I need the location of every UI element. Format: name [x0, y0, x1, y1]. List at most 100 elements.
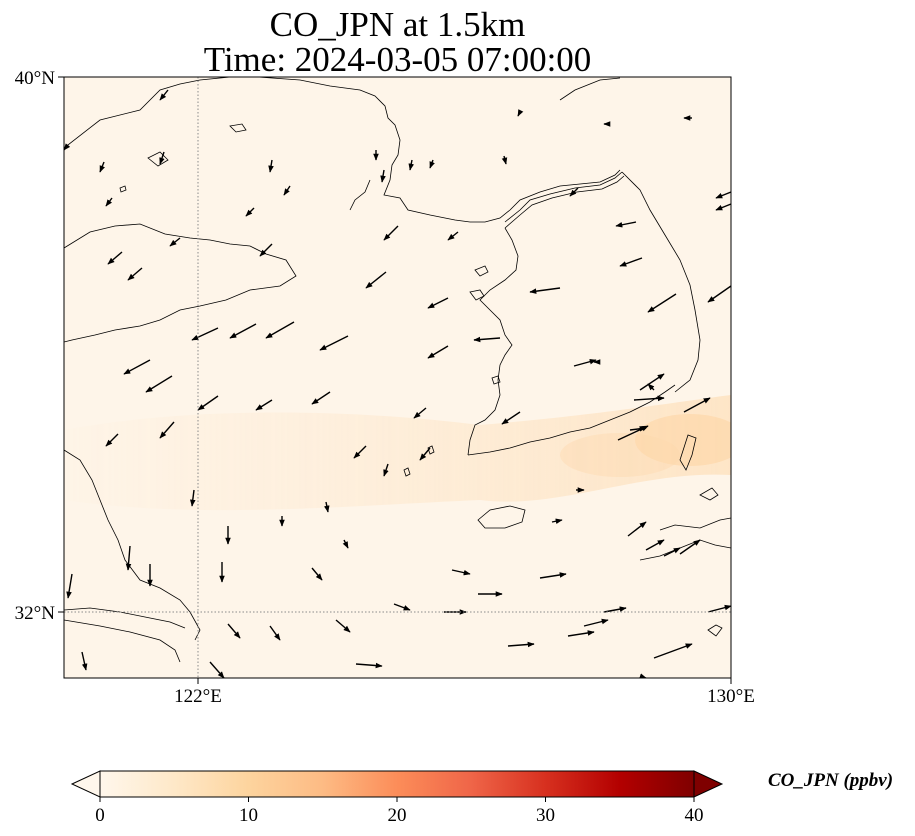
lat-tick-label: 40°N: [15, 68, 56, 89]
axis-ticks: [58, 76, 732, 684]
wind-vector-arrow: [191, 327, 219, 341]
wind-vector-arrow: [190, 489, 196, 507]
wind-vector-arrow: [229, 323, 257, 339]
wind-vector-arrow: [342, 539, 349, 549]
colorbar-tick-label: 10: [239, 805, 258, 826]
wind-vector-arrow: [627, 521, 647, 537]
wind-vector-arrow: [567, 630, 595, 637]
wind-vector-arrow: [583, 618, 609, 627]
wind-vector-arrow: [683, 397, 711, 413]
coastlines: [64, 77, 731, 663]
wind-vector-arrow: [169, 237, 181, 247]
wind-vector-arrow: [517, 109, 524, 117]
co-concentration-field: [64, 395, 731, 511]
colorbar: 0 10 20 30 40: [70, 770, 724, 826]
wind-vector-arrow: [619, 257, 643, 267]
wind-vector-arrow: [501, 411, 521, 425]
wind-vector-arrow: [569, 187, 579, 197]
wind-vector-arrow: [539, 572, 567, 579]
colorbar-tick-label: 40: [685, 805, 704, 826]
wind-vector-arrow: [159, 89, 169, 101]
wind-vector-arrow: [145, 375, 173, 393]
colorbar-label: CO_JPN (ppbv): [768, 770, 894, 791]
wind-vector-arrow: [419, 447, 431, 461]
wind-vector-arrow: [715, 191, 731, 199]
wind-vector-arrow: [647, 383, 655, 391]
map-title-line-2: Time: 2024-03-05 07:00:00: [203, 40, 592, 79]
wind-vector-arrow: [447, 231, 459, 241]
lat-tick-label: 32°N: [15, 603, 56, 624]
wind-vector-arrow: [529, 287, 561, 294]
wind-vector-arrow: [81, 651, 88, 671]
wind-vector-arrow: [551, 518, 563, 524]
wind-vector-arrow: [127, 267, 143, 281]
wind-vector-arrow: [603, 606, 627, 613]
colorbar-tick-label: 30: [536, 805, 555, 826]
wind-vector-arrow: [653, 643, 693, 659]
wind-vector-arrow: [268, 159, 274, 173]
wind-vector-arrow: [197, 395, 219, 411]
wind-vector-arrow: [259, 243, 273, 257]
wind-vector-arrow: [473, 336, 501, 343]
colorbar-bar: [99, 770, 695, 798]
map-frame: [63, 76, 732, 679]
wind-vector-arrow: [501, 155, 508, 165]
map-title-line-1: CO_JPN at 1.5km: [269, 5, 526, 44]
wind-vector-arrow: [105, 197, 113, 207]
wind-vector-arrow: [383, 225, 399, 241]
wind-vector-arrow: [413, 407, 427, 419]
wind-vector-arrow: [159, 421, 175, 439]
wind-vector-arrow: [311, 391, 331, 405]
wind-vector-arrow: [715, 203, 731, 211]
wind-vector-arrow: [427, 297, 449, 309]
wind-vector-arrow: [573, 358, 597, 367]
wind-vector-arrow: [393, 603, 411, 611]
wind-vector-arrow: [107, 251, 123, 265]
wind-vector-arrow: [209, 661, 225, 678]
wind-vector-arrow: [283, 185, 291, 196]
wind-vector-arrow: [645, 539, 665, 551]
wind-vector-arrow: [408, 159, 414, 171]
wind-vector-arrow: [227, 623, 241, 639]
map-background: [64, 77, 731, 678]
colorbar-min-extend: [70, 770, 101, 798]
wind-vector-arrow: [679, 539, 701, 555]
wind-vector-arrow: [105, 433, 119, 447]
wind-vector-arrow: [123, 359, 151, 375]
colorbar-max-extend: [693, 770, 724, 798]
wind-vector-arrow: [427, 345, 449, 359]
wind-vector-arrow: [355, 662, 383, 669]
wind-vector-arrow: [365, 271, 387, 289]
colorbar-tick-label: 20: [388, 805, 407, 826]
wind-vector-arrow: [429, 159, 435, 169]
wind-vector-arrow: [451, 569, 471, 576]
wind-vector-arrow: [353, 445, 367, 459]
wind-vector-arrow: [663, 547, 681, 557]
wind-vector-arrow: [707, 604, 731, 613]
wind-vector-arrow: [335, 619, 351, 633]
wind-vector-arrow: [125, 545, 132, 571]
wind-vector-arrow: [66, 573, 73, 599]
wind-vector-arrow: [615, 221, 637, 228]
wind-vector-arrow: [380, 169, 386, 183]
lon-tick-label: 122°E: [174, 686, 222, 707]
wind-vector-arrow: [647, 293, 677, 313]
wind-vector-arrow: [639, 373, 665, 391]
wind-vector-arrow: [99, 161, 105, 173]
wind-vector-arrow: [707, 285, 731, 303]
wind-vector-arrow: [633, 395, 665, 402]
wind-vector-arrow: [159, 151, 165, 165]
colorbar-tick-label: 0: [95, 805, 105, 826]
wind-vector-arrow: [265, 321, 295, 339]
wind-vectors: [64, 89, 731, 678]
wind-vector-arrow: [64, 143, 71, 151]
wind-vector-arrow: [617, 425, 649, 441]
wind-vector-arrow: [311, 567, 323, 581]
wind-vector-arrow: [245, 207, 255, 217]
wind-vector-arrow: [507, 641, 535, 648]
wind-vector-arrow: [324, 501, 330, 513]
gridlines: [64, 77, 731, 678]
wind-vector-arrow: [383, 463, 389, 477]
wind-vector-arrow: [319, 335, 349, 351]
